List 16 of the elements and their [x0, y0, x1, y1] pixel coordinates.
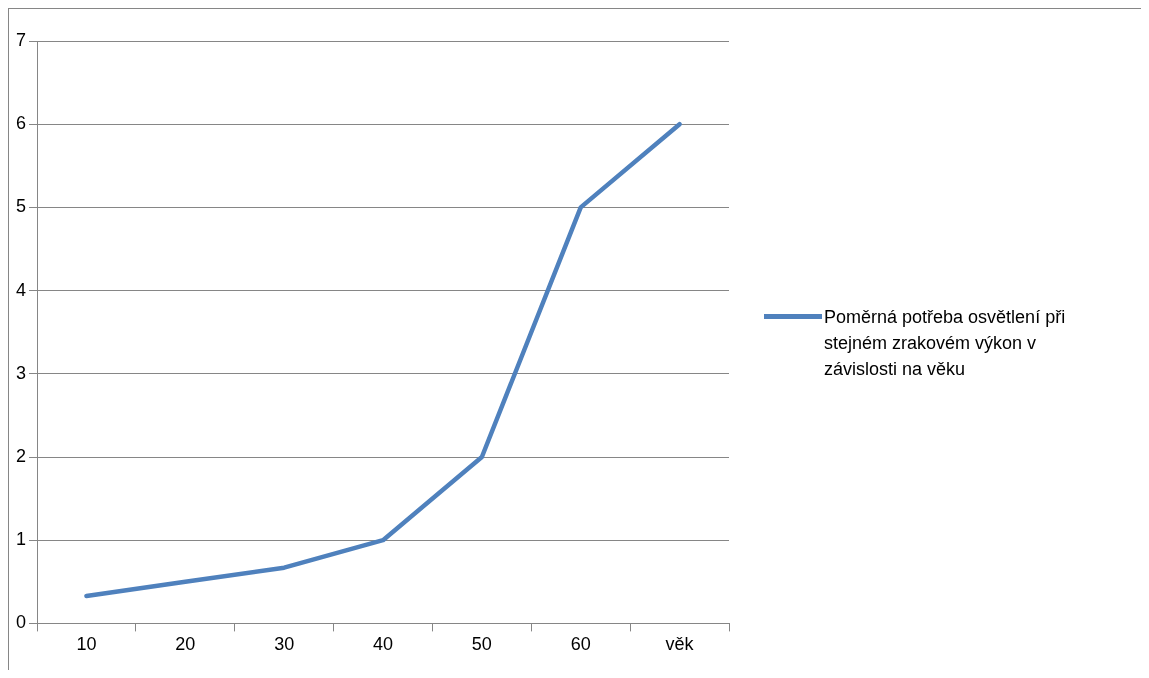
x-tick-label: 50	[471, 634, 492, 655]
y-tick-label: 3	[16, 362, 27, 383]
x-tick-label: 40	[372, 634, 394, 655]
x-tick-label: 60	[570, 634, 591, 655]
y-tick-label: 4	[16, 279, 27, 300]
x-tick-label: 20	[175, 634, 196, 655]
y-tick-label: 6	[16, 113, 27, 134]
y-tick-label: 0	[16, 612, 27, 633]
y-tick-label: 1	[16, 529, 27, 550]
legend-label: Poměrná potřeba osvětlení při stejném zrakovém výkon v závislosti na věku	[824, 306, 1067, 381]
y-tick-label: 7	[16, 29, 27, 50]
y-tick-label: 2	[16, 445, 27, 466]
x-tick-label: 30	[274, 634, 295, 655]
x-tick-label: věk	[665, 634, 695, 655]
x-tick-label: 10	[76, 634, 97, 655]
y-tick-label: 5	[16, 196, 27, 217]
